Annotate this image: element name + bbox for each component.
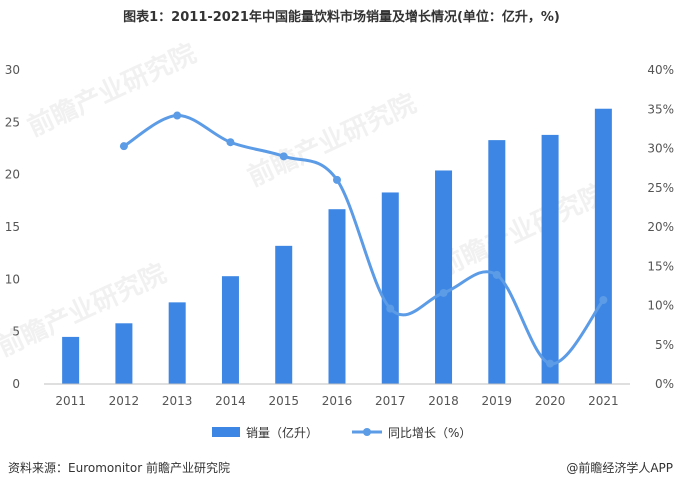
y-right-tick-label: 5% [655,338,674,352]
growth-point [492,270,501,279]
bar [275,245,293,384]
growth-line [123,114,605,366]
growth-point [226,138,235,147]
bar [594,108,612,384]
y-left-tick-label: 5 [12,325,20,339]
growth-point [173,111,182,120]
bar [221,276,239,384]
bar [168,302,186,384]
left-y-axis: 0 5 10 15 20 25 30 [5,63,20,391]
growth-point [439,288,448,297]
bar [435,170,453,384]
legend-line-marker [363,428,371,436]
y-right-tick-label: 35% [647,102,674,116]
x-tick-label: 2019 [482,394,513,408]
x-tick-label: 2016 [322,394,353,408]
bar [381,192,399,384]
right-y-axis: 0% 5% 10% 15% 20% 25% 30% 35% 40% [647,63,674,391]
bar-series [62,108,612,384]
chart-title: 图表1：2011-2021年中国能量饮料市场销量及增长情况(单位：亿升，%) [123,10,560,25]
footer-source: 资料来源：Euromonitor 前瞻产业研究院 [8,461,230,475]
growth-point [119,142,128,151]
bar [488,140,506,384]
x-tick-label: 2021 [588,394,619,408]
y-left-tick-label: 10 [5,272,20,286]
bar [115,323,133,384]
growth-point [279,152,288,161]
x-tick-label: 2018 [428,394,459,408]
footer-brand: @前瞻经济学人APP [566,461,673,475]
y-right-tick-label: 10% [647,299,674,313]
y-right-tick-label: 20% [647,220,674,234]
legend-bar-label: 销量（亿升） [246,425,318,440]
y-right-tick-label: 15% [647,259,674,273]
y-right-tick-label: 0% [655,377,674,391]
y-left-tick-label: 20 [5,168,20,182]
bar [541,134,559,384]
bar [328,209,346,384]
bar [62,336,80,384]
y-left-tick-label: 0 [12,377,20,391]
legend: 销量（亿升） 同比增长（%） [212,425,471,440]
growth-point [599,296,608,305]
x-tick-label: 2013 [162,394,193,408]
y-left-tick-label: 25 [5,115,20,129]
x-tick-label: 2017 [375,394,406,408]
y-right-tick-label: 30% [647,142,674,156]
x-axis: 2011 2012 2013 2014 2015 2016 2017 2018 2019 2020… [44,383,630,408]
growth-point [333,175,341,184]
y-right-tick-label: 40% [647,63,674,77]
y-right-tick-label: 25% [647,181,674,195]
y-left-tick-label: 30 [5,63,20,77]
legend-bar-swatch [212,427,240,437]
x-tick-label: 2012 [109,394,140,408]
x-tick-label: 2020 [535,394,566,408]
growth-point [546,359,555,368]
line-series [119,111,608,368]
growth-point [386,304,395,313]
legend-line-label: 同比增长（%） [388,426,471,440]
x-tick-label: 2014 [215,394,246,408]
y-left-tick-label: 15 [5,220,20,234]
x-tick-label: 2015 [268,394,299,408]
x-tick-label: 2011 [55,394,86,408]
